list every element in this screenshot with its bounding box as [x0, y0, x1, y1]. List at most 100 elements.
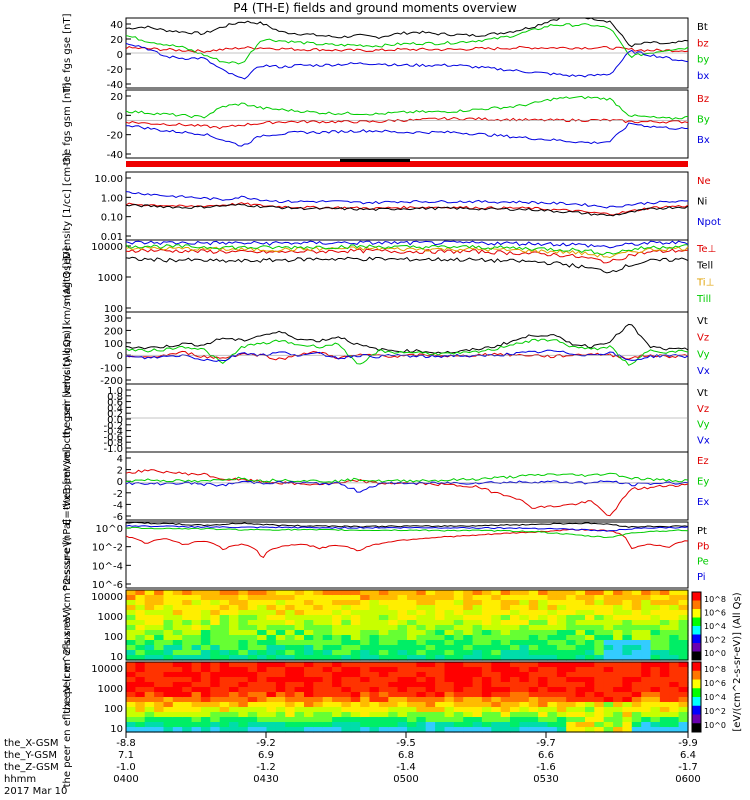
heatmap-cell: [266, 702, 277, 708]
heatmap-cell: [444, 615, 455, 621]
heatmap-cell: [659, 722, 670, 728]
legend-label: bz: [697, 38, 709, 49]
colorbar-swatch: [692, 670, 701, 680]
heatmap-cell: [594, 672, 605, 678]
heatmap-cell: [350, 655, 361, 661]
heatmap-cell: [369, 605, 380, 611]
heatmap-cell: [266, 662, 277, 668]
heatmap-cell: [332, 600, 343, 606]
heatmap-cell: [594, 702, 605, 708]
heatmap-cell: [341, 722, 352, 728]
heatmap-cell: [481, 697, 492, 703]
heatmap-cell: [219, 655, 230, 661]
heatmap-cell: [144, 722, 155, 728]
legend-label: Ez: [697, 456, 709, 467]
heatmap-cell: [547, 677, 558, 683]
heatmap-cell: [304, 672, 314, 678]
heatmap-cell: [678, 707, 689, 713]
heatmap-cell: [678, 640, 689, 646]
heatmap-cell: [360, 702, 371, 708]
heatmap-cell: [556, 717, 567, 723]
heatmap-cell: [510, 625, 520, 631]
heatmap-cell: [313, 630, 324, 636]
heatmap-cell: [304, 717, 314, 723]
series-line-extra: [125, 240, 689, 249]
heatmap-cell: [135, 630, 146, 636]
heatmap-cell: [500, 727, 511, 733]
heatmap-cell: [360, 727, 371, 733]
heatmap-cell: [528, 727, 539, 733]
heatmap-cell: [200, 650, 211, 656]
heatmap-cell: [510, 687, 520, 693]
series-line-Ex: [125, 480, 689, 493]
heatmap-cell: [322, 717, 333, 723]
heatmap-cell: [594, 667, 605, 673]
heatmap-cell: [322, 650, 333, 656]
legend-label: Npot: [697, 217, 721, 228]
heatmap-cell: [435, 662, 446, 668]
heatmap-cell: [425, 640, 436, 646]
heatmap-cell: [453, 620, 464, 626]
heatmap-cell: [144, 692, 155, 698]
heatmap-cell: [200, 677, 211, 683]
heatmap-cell: [200, 595, 211, 601]
heatmap-cell: [407, 590, 417, 596]
heatmap-cell: [238, 702, 249, 708]
heatmap-cell: [407, 722, 417, 728]
heatmap-cell: [510, 610, 520, 616]
heatmap-cell: [453, 702, 464, 708]
heatmap-cell: [257, 707, 268, 713]
heatmap-cell: [669, 640, 680, 646]
heatmap-cell: [481, 677, 492, 683]
heatmap-cell: [641, 717, 652, 723]
heatmap-cell: [585, 677, 595, 683]
heatmap-cell: [172, 645, 183, 651]
heatmap-cell: [219, 620, 230, 626]
heatmap-cell: [594, 605, 605, 611]
heatmap-cell: [453, 630, 464, 636]
heatmap-cell: [154, 610, 165, 616]
heatmap-cell: [210, 667, 221, 673]
heatmap-cell: [669, 600, 680, 606]
footer-value: -9.2: [256, 738, 276, 749]
heatmap-cell: [556, 702, 567, 708]
heatmap-cell: [154, 640, 165, 646]
heatmap-cell: [275, 712, 286, 718]
heatmap-cell: [369, 717, 380, 723]
heatmap-cell: [669, 610, 680, 616]
heatmap-cell: [510, 645, 520, 651]
heatmap-cell: [182, 672, 193, 678]
heatmap-cell: [631, 625, 642, 631]
heatmap-cell: [538, 650, 549, 656]
heatmap-cell: [369, 630, 380, 636]
heatmap-cell: [491, 677, 502, 683]
heatmap-cell: [575, 605, 586, 611]
heatmap-cell: [126, 687, 136, 693]
heatmap-cell: [219, 677, 230, 683]
heatmap-cell: [453, 640, 464, 646]
heatmap-cell: [154, 662, 165, 668]
heatmap-cell: [163, 702, 174, 708]
heatmap-cell: [332, 625, 343, 631]
heatmap-cell: [528, 702, 539, 708]
heatmap-cell: [463, 640, 474, 646]
ytick-label: 40: [110, 20, 123, 31]
heatmap-cell: [238, 692, 249, 698]
heatmap-cell: [603, 667, 614, 673]
heatmap-cell: [135, 692, 146, 698]
heatmap-cell: [575, 712, 586, 718]
heatmap-cell: [603, 722, 614, 728]
heatmap-cell: [135, 655, 146, 661]
heatmap-cell: [154, 692, 165, 698]
heatmap-cell: [481, 590, 492, 596]
heatmap-cell: [425, 655, 436, 661]
heatmap-cell: [463, 635, 474, 641]
heatmap-cell: [397, 722, 408, 728]
heatmap-cell: [378, 712, 389, 718]
heatmap-cell: [126, 702, 136, 708]
heatmap-cell: [613, 605, 624, 611]
heatmap-cell: [669, 615, 680, 621]
heatmap-cell: [341, 707, 352, 713]
heatmap-cell: [154, 717, 165, 723]
